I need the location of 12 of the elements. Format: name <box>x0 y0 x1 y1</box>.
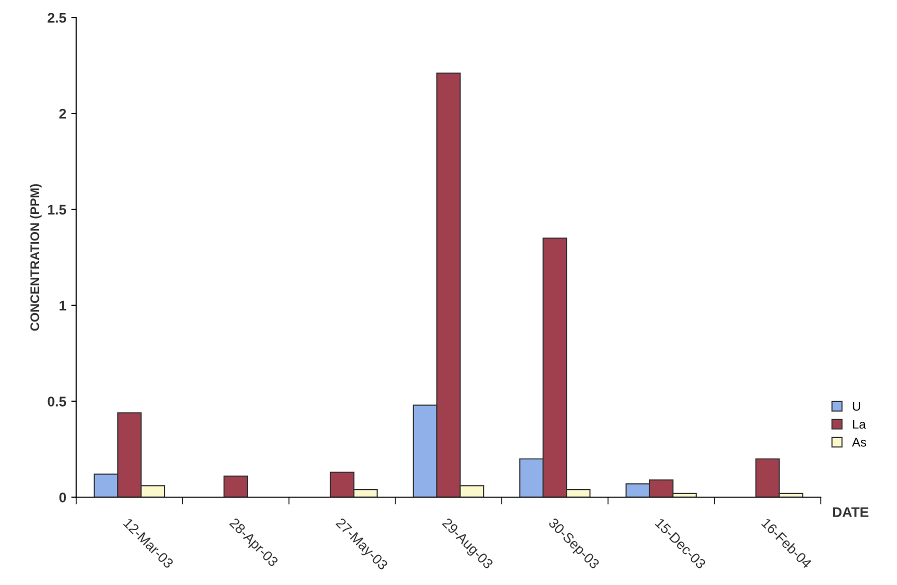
y-tick-label: 2 <box>59 108 66 119</box>
x-axis-title: DATE <box>833 507 868 517</box>
y-tick-label: 2.5 <box>48 12 66 23</box>
legend-label: U <box>852 402 860 411</box>
bar <box>224 476 248 498</box>
y-tick-label: 0 <box>59 492 66 502</box>
y-tick-label: 0.5 <box>48 396 66 406</box>
y-tick-label: 1 <box>60 300 66 310</box>
y-axis-title: CONCENTRATION (PPM) <box>30 184 42 331</box>
y-tick-label: 1.5 <box>48 204 66 215</box>
legend-label: La <box>853 420 866 429</box>
legend-label: As <box>852 438 866 447</box>
